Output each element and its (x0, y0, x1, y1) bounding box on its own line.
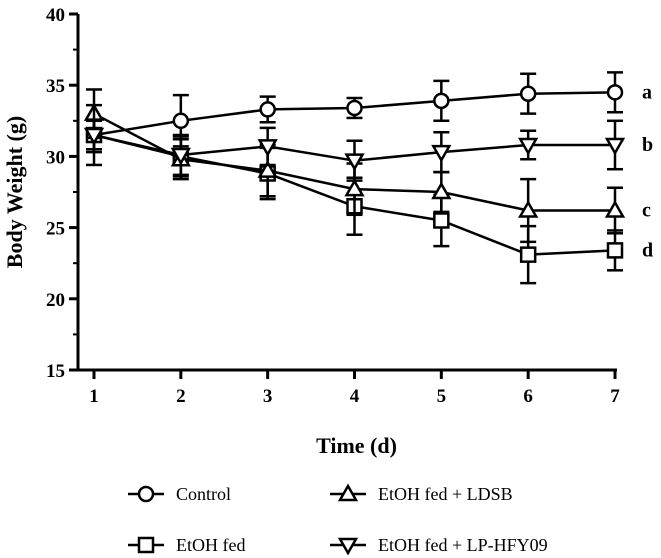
legend-marker-circle (137, 485, 155, 503)
data-point-circle (259, 101, 276, 118)
data-point-circle (606, 84, 624, 101)
x-tick-label: 3 (263, 386, 273, 407)
data-point-triangle-up (431, 181, 452, 200)
data-point-circle (433, 92, 450, 110)
data-point-triangle-down (518, 137, 539, 156)
legend-marker-triangle-down (337, 537, 359, 556)
significance-letter: c (642, 200, 651, 222)
axis-labels: Time (d) Body Weight (g) (2, 116, 397, 458)
data-marks: a dc b (83, 71, 653, 285)
legend-item: EtOH fed + LP-HFY09 (330, 535, 548, 556)
x-axis-title: Time (d) (316, 433, 397, 458)
significance-letter: d (642, 239, 653, 261)
x-tick-label: 1 (89, 386, 99, 407)
y-tick-label: 15 (46, 361, 65, 382)
data-point-circle (519, 85, 537, 102)
data-point-circle (346, 99, 363, 117)
legend: Control EtOH fed EtOH fed + LDSB EtOH fed +… (128, 483, 548, 556)
data-point-triangle-down (257, 139, 278, 157)
x-tick-label: 4 (350, 386, 360, 407)
legend-label: EtOH fed + LP-HFY09 (378, 535, 548, 555)
legend-item: EtOH fed (128, 535, 245, 555)
data-point-triangle-down (83, 127, 105, 146)
data-point-triangle-up (604, 199, 626, 218)
series-circle: a (85, 71, 652, 154)
data-point-triangle-up (344, 178, 365, 197)
legend-item: EtOH fed + LDSB (330, 483, 513, 504)
y-tick-label: 35 (46, 76, 65, 97)
x-tick-label: 5 (437, 386, 447, 407)
data-point-square (433, 212, 450, 229)
x-tick-label: 6 (523, 386, 533, 407)
data-point-triangle-down (344, 153, 365, 172)
data-point-square (519, 246, 537, 263)
legend-label: Control (176, 484, 231, 504)
significance-letter: b (642, 134, 653, 156)
data-point-triangle-up (257, 160, 278, 178)
data-point-circle (172, 112, 190, 130)
y-tick-label: 20 (46, 290, 65, 311)
axes: 15 20 25 30 35 40 1 2 3 4 5 6 7 (46, 5, 620, 407)
y-axis-title: Body Weight (g) (2, 116, 27, 268)
x-tick-label: 2 (176, 386, 186, 407)
legend-item: Control (128, 484, 231, 504)
data-point-triangle-down (604, 137, 626, 156)
legend-label: EtOH fed + LDSB (378, 484, 513, 504)
series-triangle-down: b (83, 103, 653, 182)
data-point-triangle-up (518, 199, 539, 218)
series-triangle-up: c (83, 88, 651, 244)
data-point-square (606, 242, 624, 259)
significance-letter: a (642, 81, 652, 103)
y-tick-label: 25 (46, 219, 65, 240)
data-point-triangle-down (431, 144, 452, 163)
legend-label: EtOH fed (176, 535, 245, 555)
y-tick-label: 30 (46, 147, 65, 168)
y-tick-label: 40 (46, 5, 65, 26)
legend-marker-triangle-up (337, 483, 359, 502)
legend-marker-square (137, 536, 155, 554)
x-tick-label: 7 (610, 386, 620, 407)
data-point-triangle-down (170, 147, 191, 166)
